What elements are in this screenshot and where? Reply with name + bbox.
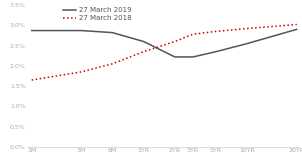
27 March 2018 <box>30 79 34 81</box>
27 March 2019 <box>173 56 177 58</box>
27 March 2019 <box>111 32 114 34</box>
27 March 2018 <box>191 33 195 35</box>
Line: 27 March 2019: 27 March 2019 <box>32 29 297 57</box>
27 March 2018 <box>142 51 145 53</box>
27 March 2018 <box>173 41 177 43</box>
27 March 2019 <box>142 41 145 43</box>
27 March 2019 <box>295 28 299 30</box>
27 March 2018 <box>214 30 218 32</box>
27 March 2018 <box>111 63 114 65</box>
27 March 2018 <box>79 71 83 73</box>
27 March 2019 <box>214 51 218 53</box>
27 March 2019 <box>246 43 249 45</box>
27 March 2018 <box>246 28 249 30</box>
27 March 2019 <box>191 56 195 58</box>
Legend: 27 March 2019, 27 March 2018: 27 March 2019, 27 March 2018 <box>63 7 131 21</box>
27 March 2019 <box>79 30 83 32</box>
27 March 2018 <box>295 24 299 26</box>
Line: 27 March 2018: 27 March 2018 <box>32 25 297 80</box>
27 March 2019 <box>30 30 34 32</box>
